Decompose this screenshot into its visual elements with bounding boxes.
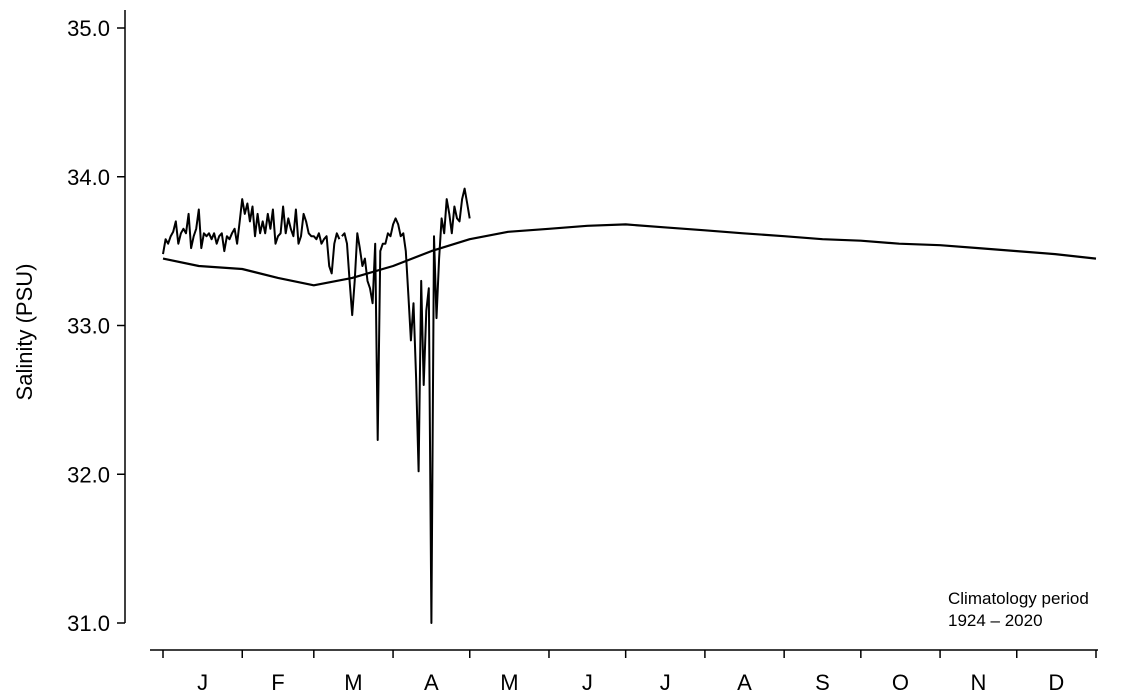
y-tick-label-4: 35.0 [67, 16, 110, 41]
annotation-line-1: Climatology period [948, 589, 1089, 608]
observation-line-segment-1 [341, 187, 471, 624]
month-label-3: A [424, 670, 439, 695]
month-label-0: J [197, 670, 208, 695]
month-label-1: F [271, 670, 284, 695]
y-axis-title: Salinity (PSU) [12, 264, 37, 401]
observation-line-segment-0 [162, 198, 341, 275]
y-tick-label-1: 32.0 [67, 462, 110, 487]
month-label-10: N [970, 670, 986, 695]
series-layer [162, 187, 1097, 624]
month-label-2: M [344, 670, 362, 695]
month-label-7: A [737, 670, 752, 695]
annotation-line-2: 1924 – 2020 [948, 611, 1043, 630]
y-axis-ticks: 31.0 32.0 33.0 34.0 35.0 [67, 16, 125, 636]
month-label-5: J [582, 670, 593, 695]
y-tick-label-0: 31.0 [67, 611, 110, 636]
month-label-9: O [892, 670, 909, 695]
month-label-6: J [660, 670, 671, 695]
month-label-4: M [500, 670, 518, 695]
y-tick-label-2: 33.0 [67, 314, 110, 339]
climatology-line [162, 223, 1097, 287]
y-tick-label-3: 34.0 [67, 165, 110, 190]
month-label-8: S [815, 670, 830, 695]
month-label-11: D [1048, 670, 1064, 695]
